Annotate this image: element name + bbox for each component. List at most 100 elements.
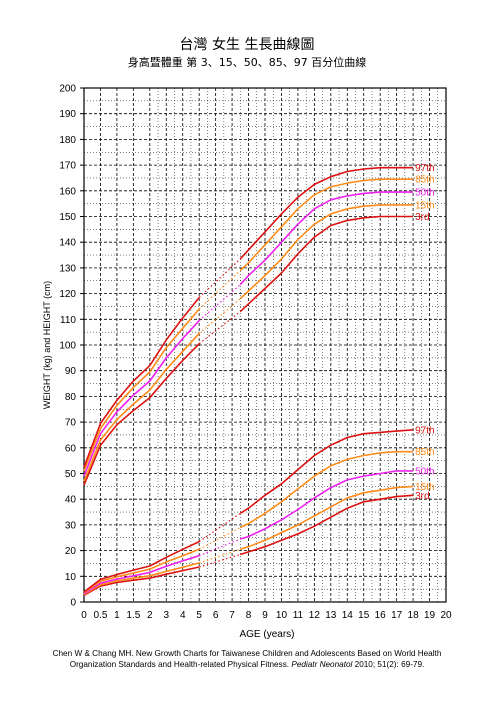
x-tick-label: 16: [375, 610, 387, 621]
chart-tick-labels: 0102030405060708090100110120130140150160…: [59, 84, 452, 622]
x-tick-label: 19: [424, 610, 436, 621]
y-tick-label: 20: [65, 546, 77, 557]
x-tick-label: 6: [213, 610, 219, 621]
x-tick-label: 11: [293, 610, 304, 621]
series-height-15th-early: [83, 332, 200, 482]
series-label-height-15th: 15th: [415, 200, 434, 211]
x-tick-label: 2: [147, 610, 153, 621]
series-height-97th-gap: [198, 258, 241, 298]
x-tick-label: 0: [81, 610, 87, 621]
y-tick-label: 90: [65, 366, 77, 377]
reference-citation: Chen W & Chang MH. New Growth Charts for…: [20, 648, 474, 670]
x-tick-label: 1.5: [126, 610, 140, 621]
series-label-weight-3rd: 3rd: [415, 491, 429, 502]
x-tick-label: 3: [163, 610, 169, 621]
x-tick-label: 18: [408, 610, 420, 621]
series-label-height-85th: 85th: [415, 175, 434, 186]
x-tick-label: 14: [342, 610, 354, 621]
y-tick-label: 170: [59, 161, 76, 172]
y-tick-label: 80: [65, 392, 77, 403]
series-height-97th-early: [83, 296, 200, 468]
reference-text: Organization Standards and Health-relate…: [69, 660, 290, 669]
series-weight-97th-gap: [198, 512, 241, 543]
y-tick-label: 160: [59, 186, 76, 197]
series-height-50th-early: [83, 320, 200, 477]
chart-grid: [84, 88, 446, 602]
y-tick-label: 140: [59, 238, 76, 249]
y-tick-label: 60: [65, 443, 77, 454]
x-tick-label: 15: [358, 610, 370, 621]
series-label-weight-85th: 85th: [415, 447, 434, 458]
series-weight-50th-gap: [198, 538, 241, 557]
x-tick-label: 0.5: [94, 610, 108, 621]
x-tick-label: 10: [276, 610, 288, 621]
series-height-50th-late: [239, 191, 414, 286]
series-weight-97th-late: [239, 429, 414, 514]
x-tick-label: 17: [391, 610, 403, 621]
y-tick-label: 200: [59, 84, 76, 95]
y-tick-label: 130: [59, 263, 76, 274]
y-tick-label: 180: [59, 135, 76, 146]
series-weight-50th-late: [240, 470, 414, 540]
series-weight-50th-early: [83, 554, 200, 595]
reference-line-1: Chen W & Chang MH. New Growth Charts for…: [52, 649, 442, 658]
y-tick-label: 40: [65, 495, 77, 506]
y-tick-label: 110: [60, 315, 76, 326]
reference-journal: Pediatr Neonatol: [291, 660, 353, 669]
x-axis-label: AGE (years): [239, 629, 294, 640]
series-weight-85th-gap: [198, 526, 241, 550]
series-weight-15th-late: [240, 485, 414, 551]
x-tick-label: 12: [309, 610, 321, 621]
series-height-85th-gap: [198, 270, 241, 310]
x-tick-label: 20: [440, 610, 452, 621]
series-height-3rd-early: [83, 343, 200, 486]
series-weight-3rd-late: [240, 494, 414, 556]
series-label-weight-50th: 50th: [415, 466, 434, 477]
series-height-3rd-gap: [198, 311, 241, 345]
series-weight-3rd-gap: [199, 553, 241, 568]
x-tick-label: 4: [180, 610, 186, 621]
series-label-weight-15th: 15th: [415, 482, 434, 493]
y-tick-label: 0: [70, 598, 76, 609]
series-height-15th-gap: [198, 298, 241, 334]
x-tick-label: 5: [196, 610, 202, 621]
chart-title: 台灣 女生 生長曲線圖: [179, 37, 315, 53]
series-label-height-97th: 97th: [415, 163, 434, 174]
y-tick-label: 70: [65, 418, 77, 429]
series-weight-15th-gap: [198, 548, 241, 564]
series-label-height-3rd: 3rd: [415, 212, 429, 223]
x-tick-label: 1: [114, 610, 120, 621]
x-tick-label: 13: [325, 610, 337, 621]
y-tick-label: 190: [59, 109, 76, 120]
series-height-3rd-late: [239, 215, 414, 313]
y-axis-label: WEIGHT (kg) and HEIGHT (cm): [42, 281, 52, 409]
y-tick-label: 100: [59, 341, 76, 352]
x-tick-label: 8: [246, 610, 252, 621]
y-tick-label: 50: [65, 469, 77, 480]
series-label-height-50th: 50th: [415, 188, 434, 199]
reference-volume: 2010; 51(2): 69-79.: [354, 660, 425, 669]
chart-subtitle: 身高暨體重 第 3、15、50、85、97 百分位曲線: [127, 56, 367, 69]
y-tick-label: 120: [59, 289, 76, 300]
series-weight-97th-early: [83, 540, 200, 593]
series-height-15th-late: [239, 204, 414, 300]
series-height-85th-early: [83, 308, 200, 472]
chart-series: [83, 166, 414, 596]
y-tick-label: 150: [59, 212, 76, 223]
series-weight-85th-late: [239, 450, 414, 529]
series-weight-3rd-early: [83, 566, 200, 596]
series-height-97th-late: [239, 166, 414, 260]
series-weight-15th-early: [83, 562, 200, 596]
x-tick-label: 7: [229, 610, 235, 621]
reference-line-2: Organization Standards and Health-relate…: [20, 659, 474, 670]
series-height-85th-late: [239, 178, 414, 272]
y-tick-label: 10: [65, 572, 77, 583]
series-weight-85th-early: [83, 548, 200, 594]
y-tick-label: 30: [65, 520, 77, 531]
x-tick-label: 9: [262, 610, 268, 621]
series-height-50th-gap: [198, 284, 241, 322]
series-label-weight-97th: 97th: [415, 425, 434, 436]
